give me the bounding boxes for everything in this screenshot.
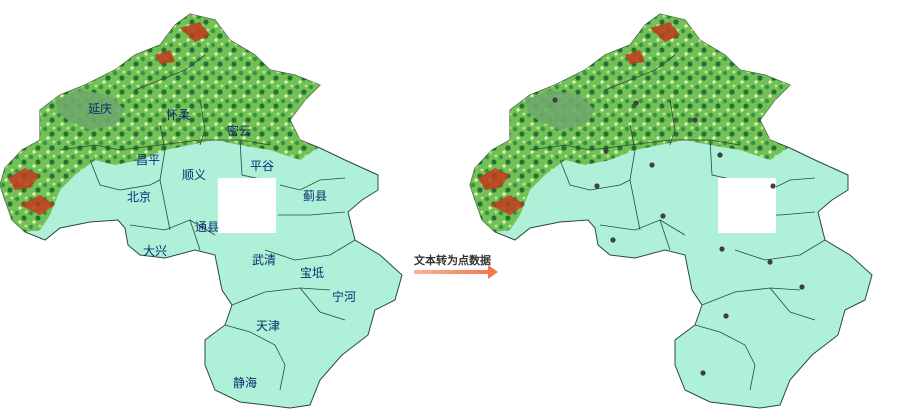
converted-point	[717, 152, 723, 158]
converted-point	[610, 237, 616, 243]
converted-point	[770, 183, 776, 189]
converted-point	[799, 284, 805, 290]
converted-point	[660, 213, 666, 219]
label-tongxian: 通县	[195, 220, 219, 234]
arrow-caption: 文本转为点数据	[414, 253, 491, 267]
converted-point	[594, 183, 600, 189]
converted-point	[700, 370, 706, 376]
left-district-borders	[59, 54, 356, 391]
converted-point	[633, 100, 639, 106]
label-miyun: 密云	[227, 123, 251, 138]
label-changping: 昌平	[136, 153, 160, 167]
left-gap	[218, 178, 276, 233]
conversion-arrow: 文本转为点数据	[414, 253, 498, 279]
right-reservoir	[525, 90, 595, 130]
left-labels: 延庆 怀柔 密云 昌平 顺义 平谷 北京 蓟县 通县 大兴 武清 宝坻 宁河 天…	[88, 102, 356, 390]
label-shunyi: 顺义	[182, 168, 206, 182]
converted-point	[692, 117, 698, 123]
right-gap	[718, 178, 776, 233]
left-mountain-terrain	[0, 14, 320, 232]
label-ninghe: 宁河	[332, 289, 356, 304]
arrow-head	[488, 265, 498, 279]
converted-point	[723, 313, 729, 319]
label-jinghai: 静海	[233, 375, 257, 390]
arrow-shaft	[414, 270, 490, 274]
label-beijing: 北京	[127, 190, 151, 204]
label-baodi: 宝坻	[300, 265, 324, 280]
converted-point	[603, 148, 609, 154]
label-huairou: 怀柔	[166, 108, 190, 122]
right-map	[469, 13, 873, 409]
label-jixian: 蓟县	[303, 189, 327, 203]
left-map	[0, 13, 403, 409]
label-yanqing: 延庆	[88, 102, 112, 116]
right-district-borders	[529, 54, 826, 391]
label-tianjin: 天津	[256, 319, 280, 333]
right-mountain-terrain	[470, 14, 790, 232]
converted-point	[649, 162, 655, 168]
label-daxing: 大兴	[143, 244, 167, 258]
left-reservoir	[55, 90, 125, 130]
converted-point	[719, 246, 725, 252]
converted-point	[552, 97, 558, 103]
label-pinggu: 平谷	[250, 159, 274, 173]
label-wuqing: 武清	[252, 253, 276, 267]
converted-point	[767, 259, 773, 265]
point-layer	[552, 97, 805, 376]
